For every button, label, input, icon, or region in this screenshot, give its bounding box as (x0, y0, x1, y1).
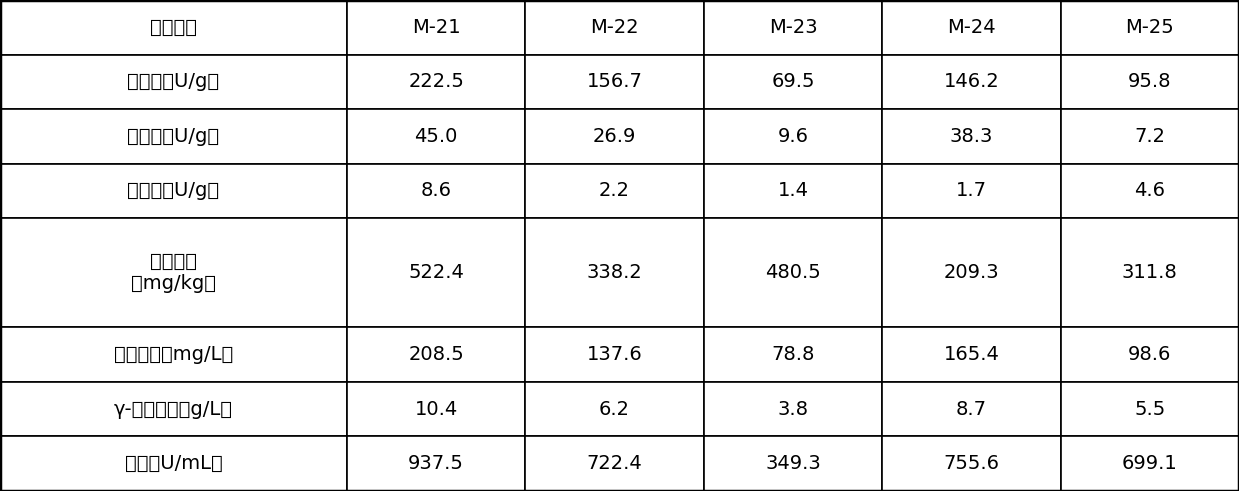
Bar (882, 436, 1061, 491)
Text: 69.5: 69.5 (771, 72, 815, 91)
Bar (704, 109, 882, 164)
Text: 10.4: 10.4 (415, 400, 457, 419)
Text: 8.7: 8.7 (955, 400, 987, 419)
Bar (0, 55, 347, 109)
Text: M-22: M-22 (590, 18, 639, 37)
Text: 色价（U/mL）: 色价（U/mL） (125, 454, 222, 473)
Bar (1061, 436, 1239, 491)
Text: 78.8: 78.8 (771, 345, 815, 364)
Text: 9.6: 9.6 (777, 127, 809, 146)
Text: 699.1: 699.1 (1123, 454, 1177, 473)
Text: 淠粉酶（U/g）: 淠粉酶（U/g） (128, 127, 219, 146)
Text: 2.2: 2.2 (598, 182, 631, 200)
Text: 522.4: 522.4 (408, 263, 465, 282)
Text: 165.4: 165.4 (943, 345, 1000, 364)
Bar (525, 382, 704, 436)
Bar (704, 436, 882, 491)
Bar (882, 0, 1061, 55)
Bar (0, 109, 347, 164)
Text: 95.8: 95.8 (1127, 72, 1172, 91)
Bar (704, 382, 882, 436)
Bar (525, 0, 704, 55)
Bar (0, 0, 347, 55)
Text: 26.9: 26.9 (592, 127, 637, 146)
Text: 蛋白酶（U/g）: 蛋白酶（U/g） (128, 72, 219, 91)
Text: 1.7: 1.7 (955, 182, 987, 200)
Bar (882, 164, 1061, 218)
Bar (704, 164, 882, 218)
Bar (347, 164, 525, 218)
Text: M-21: M-21 (411, 18, 461, 37)
Bar (0, 327, 347, 382)
Text: M-24: M-24 (947, 18, 996, 37)
Text: 137.6: 137.6 (587, 345, 642, 364)
Text: 7.2: 7.2 (1134, 127, 1166, 146)
Bar (0, 382, 347, 436)
Text: 3.8: 3.8 (777, 400, 809, 419)
Text: 4.6: 4.6 (1134, 182, 1166, 200)
Bar (882, 327, 1061, 382)
Bar (1061, 55, 1239, 109)
Bar (704, 0, 882, 55)
Bar (1061, 0, 1239, 55)
Text: 38.3: 38.3 (949, 127, 994, 146)
Text: 5.5: 5.5 (1134, 400, 1166, 419)
Bar (704, 327, 882, 382)
Bar (1061, 382, 1239, 436)
Bar (347, 55, 525, 109)
Text: 脂肪酶（U/g）: 脂肪酶（U/g） (128, 182, 219, 200)
Text: 98.6: 98.6 (1127, 345, 1172, 364)
Bar (525, 436, 704, 491)
Bar (0, 218, 347, 327)
Text: 麦角固醇
（mg/kg）: 麦角固醇 （mg/kg） (131, 252, 216, 293)
Text: 480.5: 480.5 (766, 263, 820, 282)
Text: M-23: M-23 (768, 18, 818, 37)
Bar (0, 164, 347, 218)
Bar (525, 164, 704, 218)
Bar (0, 436, 347, 491)
Text: 208.5: 208.5 (409, 345, 463, 364)
Bar (882, 218, 1061, 327)
Bar (347, 327, 525, 382)
Bar (882, 382, 1061, 436)
Text: 349.3: 349.3 (766, 454, 820, 473)
Text: 755.6: 755.6 (943, 454, 1000, 473)
Text: 338.2: 338.2 (587, 263, 642, 282)
Bar (1061, 327, 1239, 382)
Text: 洛伐他汀（mg/L）: 洛伐他汀（mg/L） (114, 345, 233, 364)
Bar (347, 0, 525, 55)
Bar (882, 55, 1061, 109)
Text: 937.5: 937.5 (408, 454, 465, 473)
Text: 45.0: 45.0 (414, 127, 458, 146)
Text: 1.4: 1.4 (777, 182, 809, 200)
Text: 209.3: 209.3 (944, 263, 999, 282)
Bar (1061, 109, 1239, 164)
Bar (347, 382, 525, 436)
Bar (347, 109, 525, 164)
Text: 222.5: 222.5 (408, 72, 465, 91)
Text: γ-氨基丁酸（g/L）: γ-氨基丁酸（g/L） (114, 400, 233, 419)
Bar (1061, 164, 1239, 218)
Text: M-25: M-25 (1125, 18, 1175, 37)
Bar (525, 327, 704, 382)
Bar (704, 55, 882, 109)
Text: 146.2: 146.2 (944, 72, 999, 91)
Text: 156.7: 156.7 (586, 72, 643, 91)
Bar (525, 109, 704, 164)
Text: 8.6: 8.6 (420, 182, 452, 200)
Bar (347, 218, 525, 327)
Bar (882, 109, 1061, 164)
Text: 311.8: 311.8 (1123, 263, 1177, 282)
Text: 菌株编号: 菌株编号 (150, 18, 197, 37)
Text: 6.2: 6.2 (598, 400, 631, 419)
Text: 722.4: 722.4 (587, 454, 642, 473)
Bar (525, 218, 704, 327)
Bar (347, 436, 525, 491)
Bar (525, 55, 704, 109)
Bar (704, 218, 882, 327)
Bar (1061, 218, 1239, 327)
